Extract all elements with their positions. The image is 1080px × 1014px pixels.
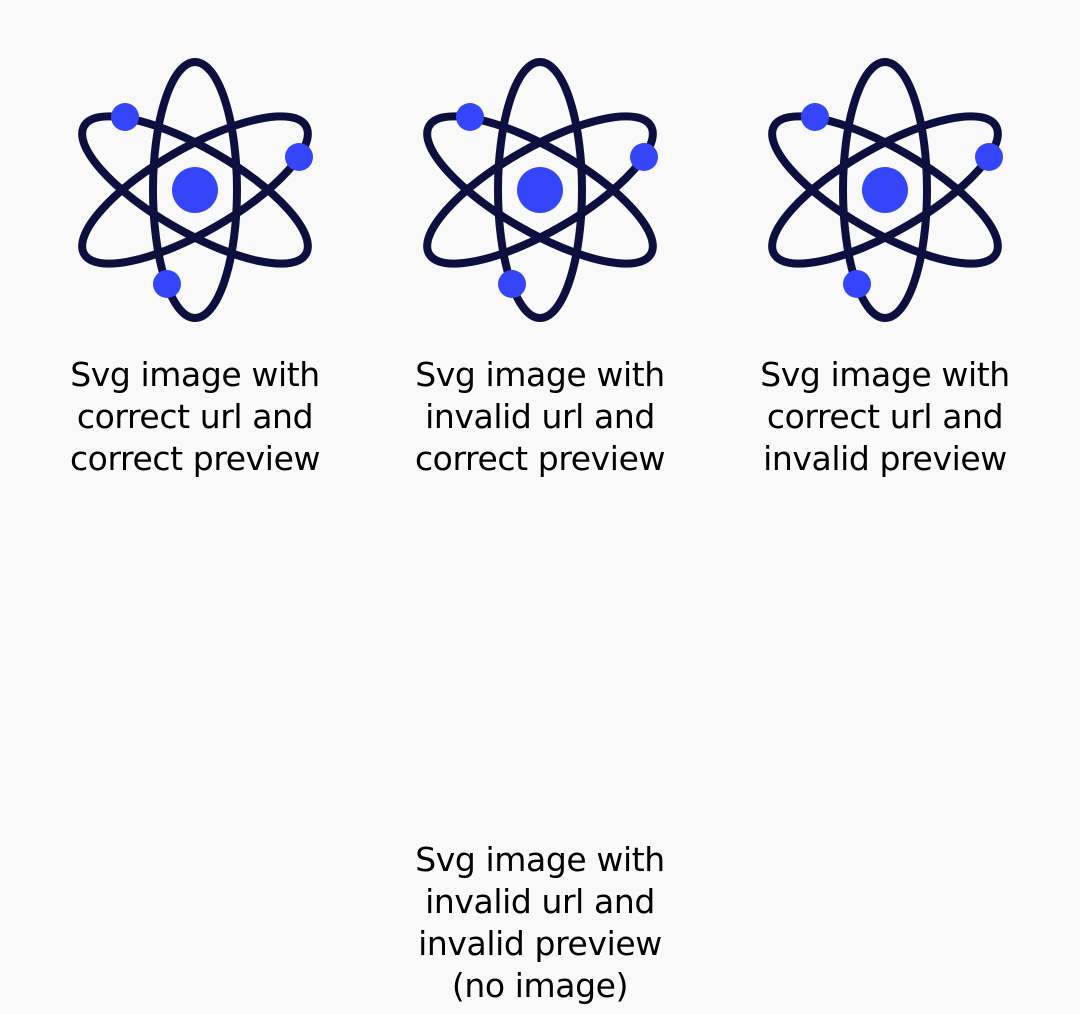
image-caption: Svg image with invalid url and correct p… (414, 355, 666, 478)
image-caption: Svg image with correct url and correct p… (69, 355, 321, 478)
gallery-item-correct-url-invalid-preview: Svg image with correct url and invalid p… (735, 40, 1035, 480)
atom-icon (78, 58, 313, 322)
gallery-item-invalid-url-correct-preview: Svg image with invalid url and correct p… (390, 40, 690, 480)
atom-icon (423, 58, 658, 322)
gallery-item-correct-url-correct-preview: Svg image with correct url and correct p… (45, 40, 345, 480)
image-container (45, 40, 345, 340)
gallery-item-invalid-url-invalid-preview: Svg image with invalid url and invalid p… (390, 525, 690, 1007)
image-container (735, 40, 1035, 340)
atom-icon (768, 58, 1003, 322)
image-caption: Svg image with invalid url and invalid p… (415, 840, 665, 1005)
image-container (390, 40, 690, 340)
image-caption: Svg image with correct url and invalid p… (760, 355, 1010, 478)
